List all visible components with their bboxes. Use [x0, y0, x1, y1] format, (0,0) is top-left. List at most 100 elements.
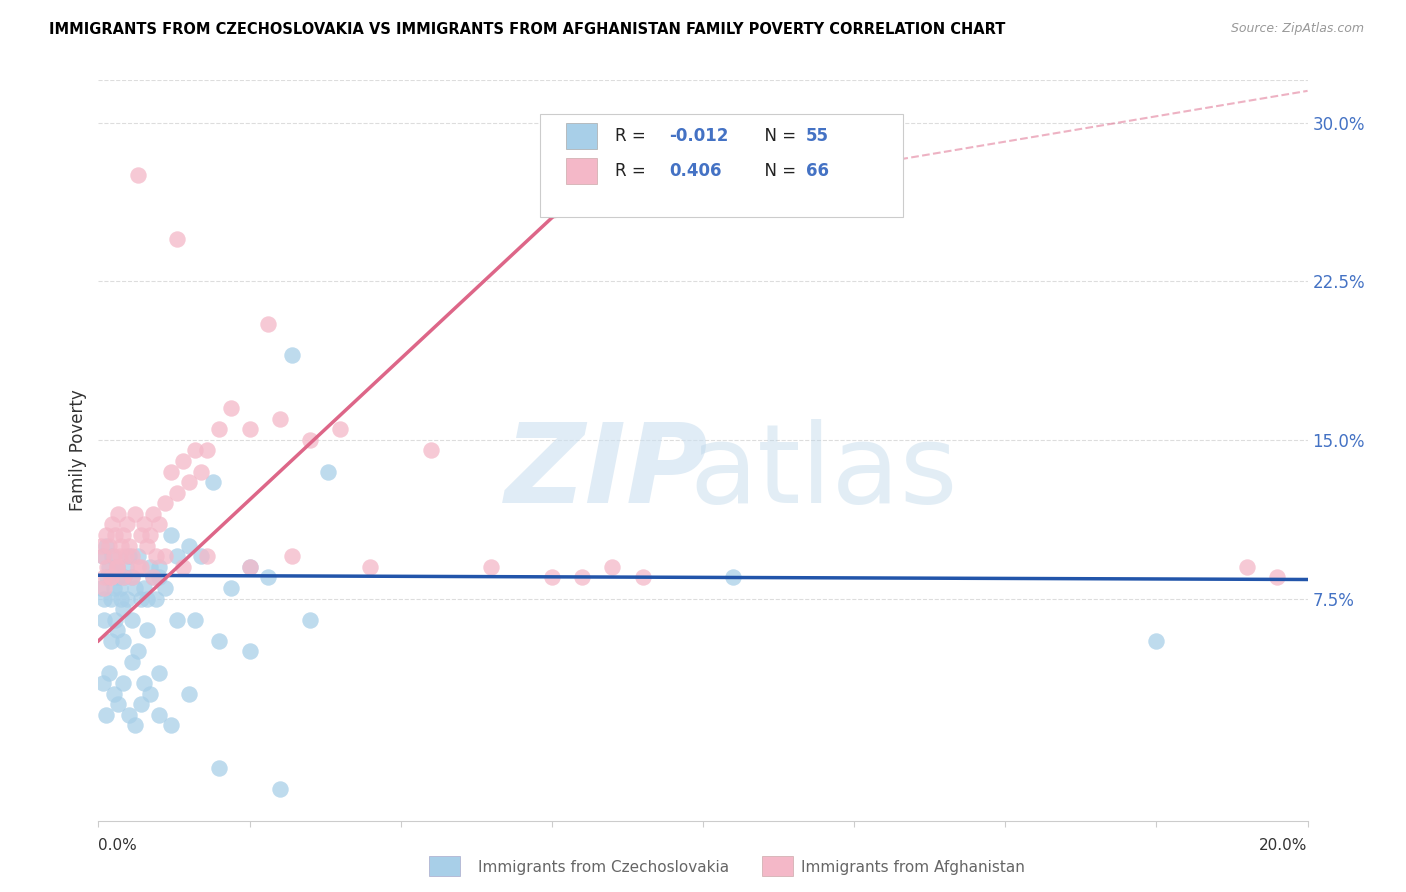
Point: [166, 549, 188, 564]
Point: [103, 549, 125, 564]
Point: [107, 507, 129, 521]
Text: R =: R =: [614, 161, 651, 179]
Point: [172, 454, 194, 468]
Point: [100, 591, 122, 606]
Point: [153, 581, 176, 595]
Point: [91, 676, 114, 690]
Point: [107, 698, 129, 712]
Point: [148, 665, 170, 680]
Point: [98, 559, 121, 574]
Point: [108, 581, 131, 595]
Point: [166, 232, 188, 246]
FancyBboxPatch shape: [567, 123, 596, 149]
Point: [91, 549, 114, 564]
Point: [93, 570, 115, 584]
Point: [103, 687, 125, 701]
Text: 66: 66: [806, 161, 828, 179]
Point: [121, 570, 143, 584]
Point: [93, 581, 115, 595]
Point: [104, 528, 127, 542]
Point: [329, 422, 352, 436]
Point: [127, 644, 149, 658]
Point: [1236, 559, 1258, 574]
Point: [100, 549, 122, 564]
Text: atlas: atlas: [690, 419, 957, 526]
Point: [124, 718, 146, 732]
Point: [299, 613, 322, 627]
Point: [93, 591, 115, 606]
Point: [135, 591, 157, 606]
Point: [94, 539, 117, 553]
Point: [121, 613, 143, 627]
Point: [184, 613, 207, 627]
Point: [139, 559, 162, 574]
Point: [103, 581, 125, 595]
Point: [98, 665, 121, 680]
Point: [105, 559, 128, 574]
Point: [96, 707, 118, 722]
Point: [110, 539, 132, 553]
Point: [481, 559, 503, 574]
Point: [208, 633, 231, 648]
Point: [540, 570, 562, 584]
Text: 55: 55: [806, 127, 828, 145]
Point: [100, 570, 122, 584]
Point: [281, 348, 304, 362]
Point: [239, 644, 262, 658]
Point: [132, 517, 155, 532]
Point: [256, 317, 278, 331]
Point: [631, 570, 654, 584]
Point: [145, 549, 167, 564]
Text: 0.406: 0.406: [669, 161, 721, 179]
Y-axis label: Family Poverty: Family Poverty: [69, 390, 87, 511]
Point: [160, 718, 183, 732]
Point: [124, 581, 146, 595]
Point: [221, 401, 243, 416]
Point: [420, 443, 443, 458]
Point: [111, 676, 134, 690]
Point: [108, 549, 131, 564]
Point: [127, 559, 149, 574]
Point: [1267, 570, 1289, 584]
Point: [153, 496, 176, 510]
Point: [166, 613, 188, 627]
Point: [221, 581, 243, 595]
Point: [111, 633, 134, 648]
Point: [121, 655, 143, 669]
Text: R =: R =: [614, 127, 651, 145]
Point: [142, 570, 165, 584]
Point: [111, 570, 134, 584]
Point: [129, 698, 152, 712]
Point: [256, 570, 278, 584]
Point: [190, 465, 212, 479]
Point: [114, 559, 136, 574]
Point: [135, 539, 157, 553]
Point: [100, 570, 122, 584]
Point: [179, 687, 201, 701]
Point: [1146, 633, 1168, 648]
Point: [127, 169, 149, 183]
Point: [107, 570, 129, 584]
Text: ZIP: ZIP: [505, 419, 709, 526]
Point: [148, 707, 170, 722]
Text: Immigrants from Czechoslovakia: Immigrants from Czechoslovakia: [478, 860, 730, 874]
Point: [360, 559, 382, 574]
Point: [184, 443, 207, 458]
Point: [105, 559, 128, 574]
Point: [299, 433, 322, 447]
Point: [118, 549, 141, 564]
Point: [129, 559, 152, 574]
Point: [195, 549, 218, 564]
Point: [142, 507, 165, 521]
Point: [121, 549, 143, 564]
Point: [100, 517, 122, 532]
Point: [160, 465, 183, 479]
Point: [239, 559, 262, 574]
Point: [124, 507, 146, 521]
Point: [172, 559, 194, 574]
Point: [166, 485, 188, 500]
Text: N =: N =: [754, 161, 801, 179]
Point: [208, 761, 231, 775]
Text: Source: ZipAtlas.com: Source: ZipAtlas.com: [1230, 22, 1364, 36]
Point: [239, 422, 262, 436]
